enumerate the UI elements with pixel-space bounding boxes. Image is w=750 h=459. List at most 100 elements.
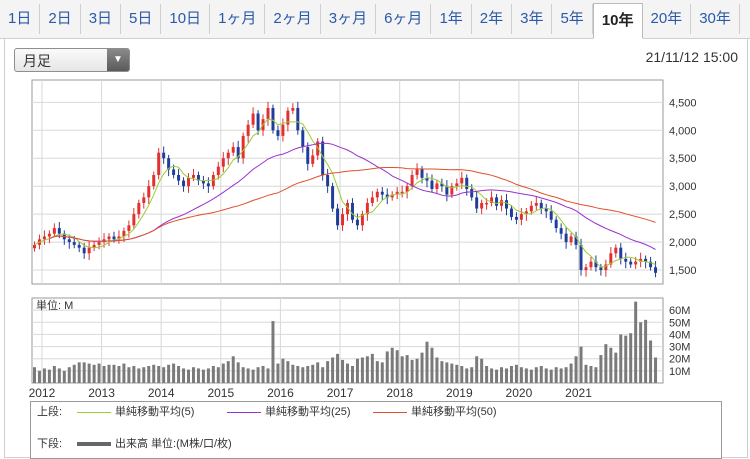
volume-bar <box>221 363 225 383</box>
candle-body <box>266 107 270 120</box>
volume-bar <box>336 353 340 383</box>
candle-body <box>226 152 230 159</box>
legend-sma5-label: 単純移動平均(5) <box>115 406 195 418</box>
candle-body <box>276 130 280 136</box>
volume-bar <box>385 351 389 383</box>
volume-bar <box>67 367 71 383</box>
volume-bar <box>534 367 538 383</box>
tab-12[interactable]: 5年 <box>552 4 593 34</box>
candle-body <box>495 197 499 206</box>
volume-bar <box>172 363 176 383</box>
candle-body <box>355 219 359 226</box>
candle-body <box>117 236 121 240</box>
volume-bar <box>544 368 548 383</box>
volume-bar <box>251 369 255 383</box>
x-tick-label: 2021 <box>565 386 592 400</box>
candle-body <box>455 183 459 187</box>
candle-body <box>132 214 136 226</box>
volume-bar <box>654 357 658 383</box>
candle-body <box>465 177 469 189</box>
tab-7[interactable]: 3ヶ月 <box>321 4 377 34</box>
volume-bar <box>440 361 444 383</box>
volume-bar <box>52 366 56 383</box>
candle-body <box>122 230 126 237</box>
volume-bar <box>495 369 499 383</box>
volume-bar <box>341 359 345 383</box>
candle-body <box>514 216 518 220</box>
x-tick-label: 2018 <box>386 386 413 400</box>
volume-bar <box>375 361 379 383</box>
tab-4[interactable]: 10日 <box>161 4 211 34</box>
tab-10[interactable]: 2年 <box>472 4 513 34</box>
candle-body <box>256 113 260 131</box>
volume-bar <box>112 364 116 383</box>
candle-body <box>137 202 141 215</box>
volume-bar <box>311 364 315 383</box>
candle-body <box>490 197 494 203</box>
candle-body <box>425 177 429 181</box>
sma-line-50 <box>49 167 656 242</box>
sma-line-5 <box>34 118 656 268</box>
candle-body <box>127 225 131 231</box>
candle-body <box>360 214 364 226</box>
candle-body <box>102 239 106 243</box>
tab-5[interactable]: 1ヶ月 <box>210 4 266 34</box>
candle-body <box>624 258 628 262</box>
tab-15[interactable]: 30年 <box>691 4 740 34</box>
candle-body <box>649 261 653 268</box>
price-tick-label: 3,500 <box>669 153 697 165</box>
tab-9[interactable]: 1年 <box>431 4 472 34</box>
x-tick-label: 2015 <box>207 386 234 400</box>
volume-bar <box>216 367 220 383</box>
candle-body <box>450 186 454 195</box>
period-select[interactable]: 月足 ▼ <box>14 48 130 72</box>
volume-bar <box>321 367 325 383</box>
volume-bar <box>97 363 101 383</box>
volume-bar <box>559 368 563 383</box>
candle-body <box>251 113 255 125</box>
volume-bar <box>395 350 399 383</box>
period-select-value: 月足 <box>23 53 51 69</box>
volume-bar <box>405 355 409 383</box>
tab-1[interactable]: 2日 <box>40 4 81 34</box>
tab-0[interactable]: 1日 <box>0 4 41 34</box>
candle-body <box>350 202 354 220</box>
volume-bar <box>490 368 494 383</box>
volume-bar <box>281 358 285 383</box>
volume-bar <box>102 366 106 383</box>
volume-bar <box>639 322 643 383</box>
tab-2[interactable]: 3日 <box>81 4 122 34</box>
candle-body <box>559 228 563 234</box>
tab-14[interactable]: 20年 <box>643 4 692 34</box>
candle-body <box>216 166 220 176</box>
volume-bar <box>191 367 195 383</box>
volume-bar <box>400 356 404 383</box>
candle-body <box>92 244 96 248</box>
candle-body <box>569 236 573 243</box>
candle-body <box>445 186 449 195</box>
candle-body <box>331 186 335 209</box>
candle-body <box>509 208 513 217</box>
candle-body <box>191 175 195 178</box>
candle-body <box>519 214 523 220</box>
volume-bar <box>564 367 568 383</box>
tab-6[interactable]: 2ヶ月 <box>265 4 321 34</box>
tab-8[interactable]: 6ヶ月 <box>376 4 432 34</box>
volume-bar <box>256 367 260 383</box>
price-tick-label: 4,000 <box>669 125 697 137</box>
candle-body <box>405 186 409 192</box>
candle-body <box>301 130 305 148</box>
candle-body <box>346 202 349 215</box>
tab-3[interactable]: 5日 <box>121 4 162 34</box>
tab-11[interactable]: 3年 <box>512 4 553 34</box>
candle-body <box>87 247 91 254</box>
legend-volume: 出来高 単位:(M株/口/枚) <box>77 437 232 451</box>
tab-13[interactable]: 10年 <box>592 3 643 39</box>
volume-bar <box>634 301 638 383</box>
candle-body <box>505 200 508 209</box>
candle-body <box>420 169 424 178</box>
volume-tick-label: 60M <box>669 305 690 317</box>
legend-sma50-line <box>373 411 407 413</box>
volume-bar <box>604 344 608 383</box>
volume-bar <box>624 335 628 383</box>
